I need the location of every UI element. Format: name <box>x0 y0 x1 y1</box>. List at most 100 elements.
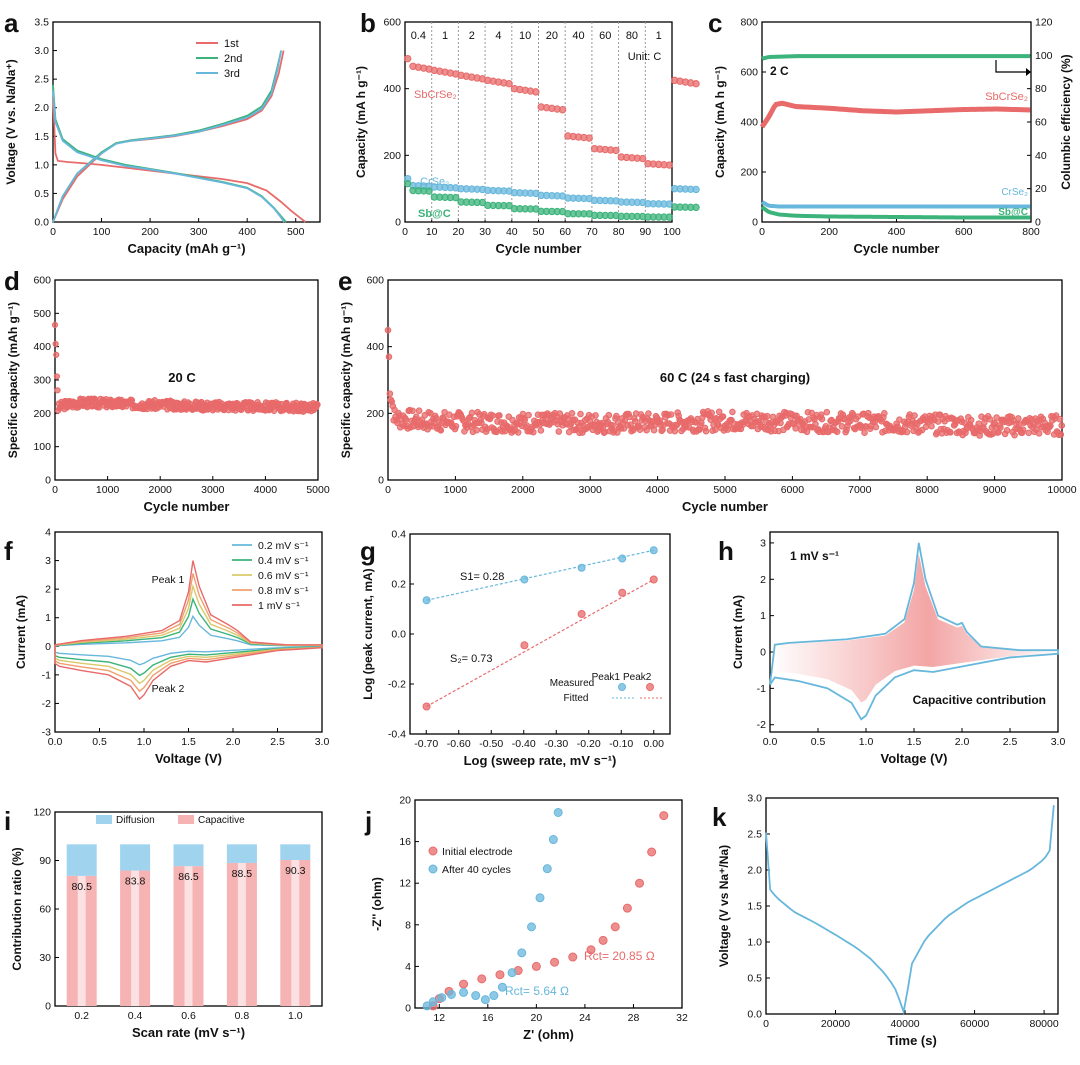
data-point-After 40 cycles <box>480 995 490 1005</box>
bar-label: 86.5 <box>178 871 199 883</box>
bar-highlight <box>237 862 246 1006</box>
arrow-head <box>1026 68 1031 76</box>
x-tick-label: -0.10 <box>609 738 633 750</box>
x-tick-label: 1.0 <box>288 1010 303 1022</box>
x-tick-label: 20000 <box>821 1018 850 1030</box>
data-point <box>729 408 736 416</box>
annotation: 20 C <box>168 370 196 385</box>
x-tick-label: 1.0 <box>859 736 874 748</box>
axes-frame <box>765 797 1059 1015</box>
y-tick-label: 400 <box>33 341 51 353</box>
y-axis-label: -Z'' (ohm) <box>370 877 384 931</box>
y-tick-label: 600 <box>740 67 758 79</box>
y-tick-label: 0.0 <box>747 1009 762 1021</box>
data-point <box>480 410 488 418</box>
x-tick-label: 0.8 <box>235 1010 250 1022</box>
y-tick-label: 16 <box>399 836 411 848</box>
y-tick-label: 100 <box>33 441 51 453</box>
legend-entry: Peak1 <box>592 672 621 683</box>
x-axis-label: Scan rate (mV s⁻¹) <box>132 1025 245 1040</box>
y-tick-label: 600 <box>366 275 384 287</box>
series-line-CrSe₂ <box>761 200 1031 209</box>
data-point-SbCrSe₂ <box>665 161 674 169</box>
y2-tick-label: 100 <box>1035 50 1053 62</box>
x-tick-label: 400 <box>888 226 906 238</box>
data-point-Peak2 <box>577 610 586 618</box>
y-tick-label: 1.5 <box>747 901 762 913</box>
data-point <box>568 410 576 417</box>
y-tick-label: 0 <box>378 475 384 487</box>
y-tick-label: 2 <box>760 574 766 586</box>
legend-entry: 0.2 mV s⁻¹ <box>258 540 309 552</box>
y2-tick-label: 60 <box>1035 117 1047 129</box>
x-tick-label: 3000 <box>579 484 603 496</box>
data-point <box>54 387 61 394</box>
annotation: 60 C (24 s fast charging) <box>660 370 810 385</box>
data-point <box>715 408 723 416</box>
x-tick-label: 60000 <box>960 1018 989 1030</box>
y-tick-label: 3.0 <box>34 45 49 57</box>
bar-diffusion <box>226 844 257 863</box>
data-point-Initial electrode <box>550 957 560 967</box>
annotation: Peak 1 <box>152 574 185 586</box>
x-tick-label: 0.2 <box>74 1010 89 1022</box>
y-tick-label: 30 <box>39 952 51 964</box>
data-point <box>409 407 416 415</box>
y-axis-label: Specific capacity (mAh g⁻¹) <box>339 302 353 458</box>
panel-a: 0 100 200 300 400 500 0.0 0.5 1.0 1.5 2.0 2.5 3.0 3.5… <box>4 17 321 256</box>
data-point <box>1057 431 1065 438</box>
y2-tick-label: 20 <box>1035 183 1047 195</box>
data-point <box>1015 415 1022 422</box>
data-point-Initial electrode <box>531 961 541 971</box>
y-tick-label: 0.0 <box>34 217 49 229</box>
data-point <box>413 413 420 421</box>
x-tick-label: 500 <box>287 226 305 238</box>
y-tick-label: 300 <box>33 375 51 387</box>
x-tick-label: 1.0 <box>137 736 152 748</box>
data-point-Peak2 <box>520 641 529 650</box>
x-tick-label: 1000 <box>444 484 468 496</box>
data-point <box>1056 415 1064 423</box>
data-point-Peak1 <box>577 563 586 572</box>
data-point <box>468 409 476 417</box>
data-point <box>1058 422 1066 429</box>
y-tick-label: 90 <box>39 855 51 867</box>
series-label: Sb@C <box>998 207 1028 218</box>
rate-label: 10 <box>519 30 531 42</box>
x-tick-label: 24 <box>579 1012 591 1024</box>
legend-entry: 0.4 mV s⁻¹ <box>258 555 309 567</box>
data-point <box>812 420 819 428</box>
y-tick-label: 3 <box>45 555 51 567</box>
y-tick-label: -1 <box>757 683 766 695</box>
data-point <box>53 351 60 358</box>
data-point-Sb@C <box>425 187 433 195</box>
y-tick-label: 0 <box>45 641 51 653</box>
axes-frame <box>52 21 321 223</box>
y-tick-label: 0 <box>395 217 401 229</box>
series-line-SbCrSe₂ <box>759 100 1031 129</box>
y-tick-label: 800 <box>740 17 758 29</box>
x-tick-label: 3000 <box>201 484 225 496</box>
legend-entry: 0.8 mV s⁻¹ <box>258 585 309 597</box>
data-point <box>712 426 719 433</box>
data-point-Initial electrode <box>568 952 578 962</box>
data-point <box>128 397 136 404</box>
data-point-Initial electrode <box>659 811 669 821</box>
data-point <box>911 412 918 419</box>
data-point-After 40 cycles <box>428 997 438 1007</box>
x-axis-label: Log (sweep rate, mV s⁻¹) <box>464 753 617 768</box>
legend-entry: 3rd <box>224 68 240 80</box>
y2-tick-label: 0 <box>1035 217 1041 229</box>
y-tick-label: 0 <box>752 217 758 229</box>
data-point-Initial electrode <box>495 970 505 980</box>
y-tick-label: -1 <box>42 669 51 681</box>
y-tick-label: 1.0 <box>747 937 762 949</box>
y-tick-label: 600 <box>33 275 51 287</box>
data-point <box>314 401 321 408</box>
y-tick-label: 400 <box>383 83 401 95</box>
x-tick-label: -0.50 <box>479 738 503 750</box>
data-point <box>521 416 529 424</box>
data-point-Initial electrode <box>477 974 487 984</box>
data-point-After 40 cycles <box>489 991 499 1001</box>
legend-marker <box>428 846 438 856</box>
